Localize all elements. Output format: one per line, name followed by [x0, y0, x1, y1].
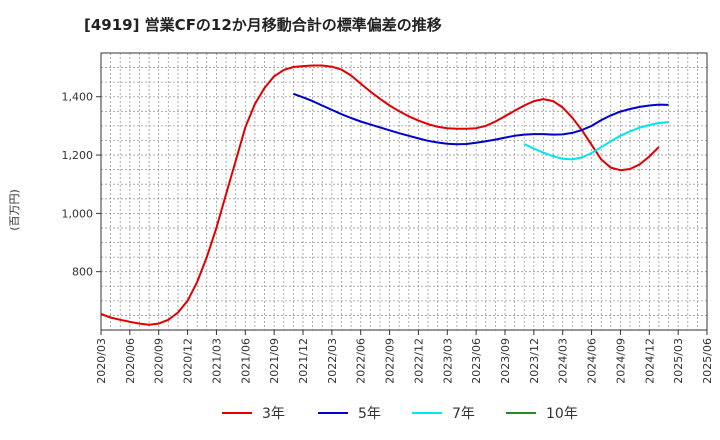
x-tick-label: 2024/03	[557, 338, 570, 384]
x-tick-label: 2021/12	[297, 338, 310, 384]
x-tick-label: 2022/12	[412, 338, 425, 384]
y-tick-label: 800	[72, 266, 93, 279]
x-tick-label: 2020/06	[124, 338, 137, 384]
series-line-2	[293, 92, 669, 146]
y-tick-label: 1,000	[62, 207, 94, 220]
x-tick-label: 2020/09	[153, 338, 166, 384]
y-tick-labels: 800 1,000 1,200 1,400	[62, 91, 101, 279]
grid	[100, 53, 708, 330]
legend-label: 10年	[546, 406, 578, 422]
x-tick-label: 2023/06	[470, 338, 483, 384]
x-tick-label: 2024/12	[643, 338, 656, 384]
x-tick-label: 2025/03	[672, 338, 685, 384]
x-tick-label: 2024/09	[614, 338, 627, 384]
x-tick-label: 2022/03	[326, 338, 339, 384]
x-tick-labels: 2020/03 2020/06 2020/09 2020/12 2021/03 2021/…	[95, 330, 714, 384]
y-tick-label: 1,200	[62, 149, 94, 162]
plot-frame	[100, 52, 708, 331]
x-tick-label: 2023/03	[441, 338, 454, 384]
x-tick-label: 2023/09	[499, 338, 512, 384]
legend: 3年 5年 7年 10年	[222, 406, 578, 422]
x-tick-label: 2022/09	[384, 338, 397, 384]
x-tick-label: 2021/06	[239, 338, 252, 384]
legend-label: 3年	[262, 406, 285, 422]
series-line-3	[523, 121, 669, 161]
x-tick-label: 2023/12	[528, 338, 541, 384]
x-tick-label: 2020/12	[182, 338, 195, 384]
series-line-1	[100, 64, 660, 326]
x-tick-label: 2025/06	[701, 338, 714, 384]
x-tick-label: 2021/09	[268, 338, 281, 384]
x-tick-label: 2024/06	[586, 338, 599, 384]
legend-label: 5年	[358, 406, 381, 422]
x-tick-label: 2021/03	[210, 338, 223, 384]
x-tick-label: 2020/03	[95, 338, 108, 384]
series-lines	[100, 64, 669, 326]
x-tick-label: 2022/06	[355, 338, 368, 384]
chart-title: [4919] 営業CFの12か月移動合計の標準偏差の推移	[84, 16, 442, 34]
legend-label: 7年	[452, 406, 475, 422]
y-tick-label: 1,400	[62, 91, 94, 104]
y-axis-label: (百万円)	[8, 189, 21, 231]
